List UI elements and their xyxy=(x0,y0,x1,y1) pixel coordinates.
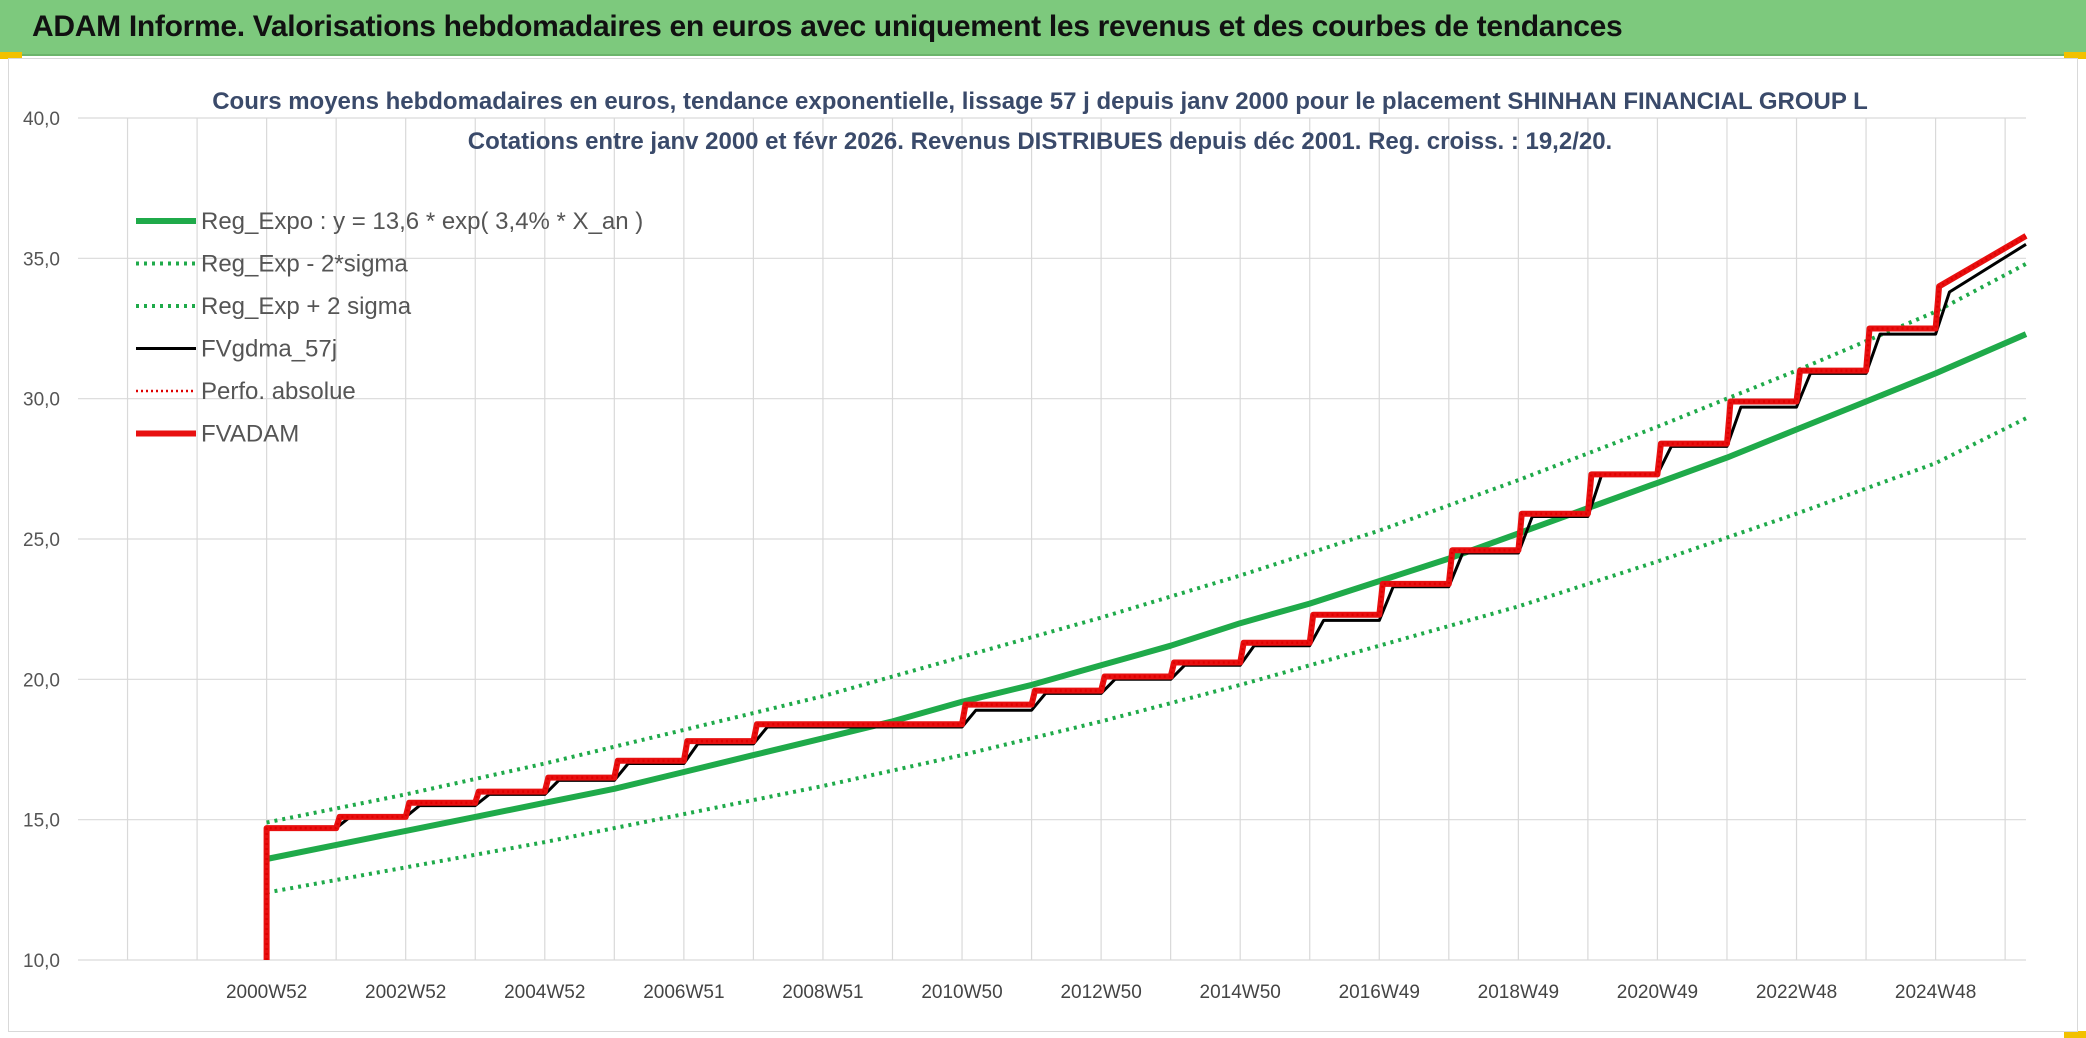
chart-frame xyxy=(8,58,2078,1032)
legend-label: FVgdma_57j xyxy=(201,336,337,363)
y-tick-label: 30,0 xyxy=(23,390,60,411)
series-line-2 xyxy=(266,416,2027,895)
report-banner: ADAM Informe. Valorisations hebdomadaire… xyxy=(0,0,2086,56)
y-tick-label: 35,0 xyxy=(23,249,60,270)
chart-subtitle: Cotations entre janv 2000 et févr 2026. … xyxy=(468,128,1612,155)
chart-legend: Reg_Expo : y = 13,6 * exp( 3,4% * X_an )… xyxy=(136,208,643,448)
series-line-4 xyxy=(266,243,2027,830)
x-tick-label: 2008W51 xyxy=(782,982,863,1003)
x-tick-label: 2010W50 xyxy=(921,982,1002,1003)
y-tick-label: 40,0 xyxy=(23,109,60,130)
corner-marker-left xyxy=(0,52,22,59)
chart-title: Cours moyens hebdomadaires en euros, ten… xyxy=(212,88,1868,115)
legend-label: Reg_Expo : y = 13,6 * exp( 3,4% * X_an ) xyxy=(201,208,643,235)
x-tick-label: 2016W49 xyxy=(1339,982,1420,1003)
x-tick-label: 2000W52 xyxy=(226,982,307,1003)
x-tick-label: 2024W48 xyxy=(1895,982,1976,1003)
corner-marker-bottom-right xyxy=(2064,1031,2086,1038)
grid-layer xyxy=(78,117,2026,961)
series-layer xyxy=(263,233,2028,960)
y-tick-label: 15,0 xyxy=(23,811,60,832)
y-tick-label: 25,0 xyxy=(23,530,60,551)
legend-label: Perfo. absolue xyxy=(201,378,356,405)
axis-layer: 10,0 15,0 20,0 25,0 30,0 35,0 40,0 2000W52 2002W… xyxy=(23,109,1976,1003)
x-tick-label: 2004W52 xyxy=(504,982,585,1003)
legend-label: FVADAM xyxy=(201,421,299,448)
x-tick-label: 2014W50 xyxy=(1200,982,1281,1003)
report-title: ADAM Informe. Valorisations hebdomadaire… xyxy=(32,10,1623,43)
legend-label: Reg_Exp - 2*sigma xyxy=(201,251,408,278)
series-line-5 xyxy=(265,234,2027,960)
title-layer: Cours moyens hebdomadaires en euros, ten… xyxy=(212,88,1868,155)
corner-marker-right xyxy=(2064,52,2086,59)
x-tick-label: 2018W49 xyxy=(1478,982,1559,1003)
x-tick-label: 2020W49 xyxy=(1617,982,1698,1003)
x-tick-label: 2022W48 xyxy=(1756,982,1837,1003)
series-line-6 xyxy=(263,233,2028,960)
x-tick-label: 2012W50 xyxy=(1060,982,1141,1003)
x-tick-label: 2002W52 xyxy=(365,982,446,1003)
series-line-3 xyxy=(266,262,2027,825)
x-tick-label: 2006W51 xyxy=(643,982,724,1003)
y-tick-label: 10,0 xyxy=(23,951,60,972)
legend-label: Reg_Exp + 2 sigma xyxy=(201,293,412,320)
series-line-1 xyxy=(266,331,2028,862)
y-tick-label: 20,0 xyxy=(23,670,60,691)
